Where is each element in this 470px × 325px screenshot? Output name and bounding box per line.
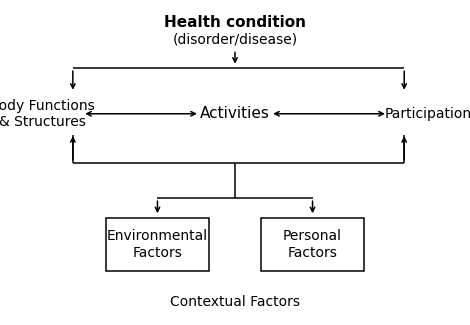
Text: (disorder/disease): (disorder/disease) xyxy=(172,32,298,47)
Text: Activities: Activities xyxy=(200,106,270,121)
Bar xyxy=(106,218,209,271)
Text: Environmental
Factors: Environmental Factors xyxy=(107,229,208,260)
Text: Health condition: Health condition xyxy=(164,15,306,30)
Text: Personal
Factors: Personal Factors xyxy=(283,229,342,260)
Text: Body Functions
& Structures: Body Functions & Structures xyxy=(0,99,95,129)
Text: Participation: Participation xyxy=(384,107,470,121)
Bar xyxy=(261,218,364,271)
Text: Contextual Factors: Contextual Factors xyxy=(170,295,300,309)
